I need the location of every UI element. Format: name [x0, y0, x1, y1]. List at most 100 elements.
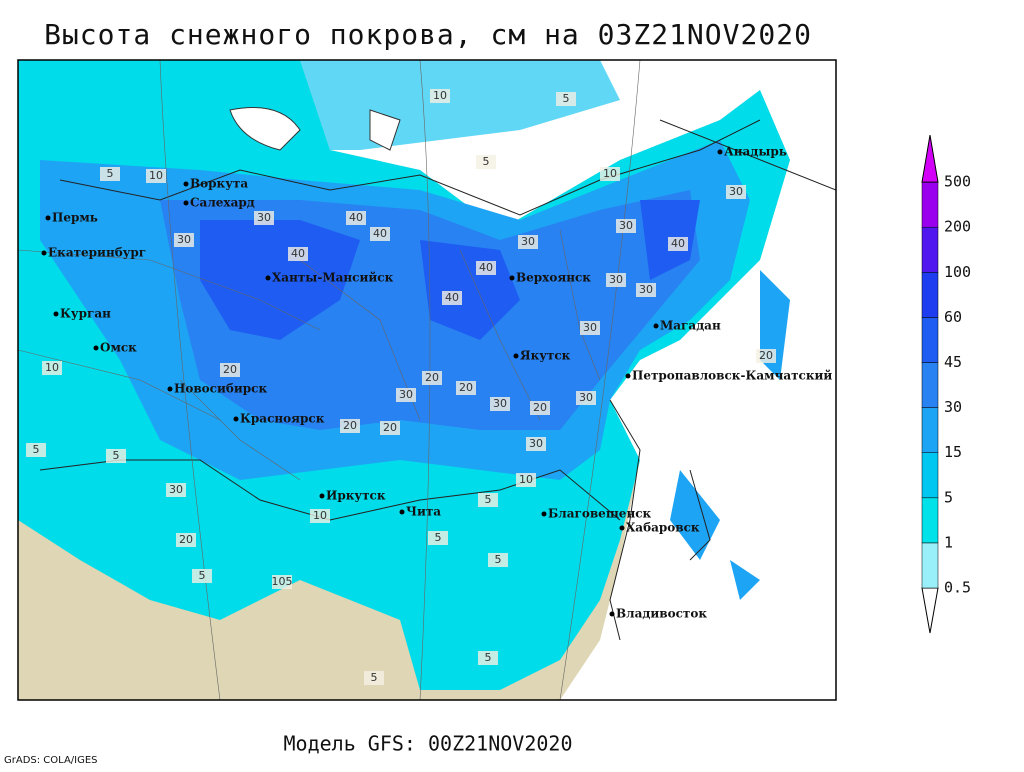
contour-label: 30: [493, 397, 507, 410]
contour-label-box: [478, 493, 498, 507]
colorbar-box: [921, 226, 939, 273]
city-label: Воркута: [190, 177, 248, 191]
contour-label-box: [430, 89, 450, 103]
colorbar-label: 15: [944, 443, 962, 461]
contour-label: 30: [609, 273, 623, 286]
contour-label: 105: [272, 575, 293, 588]
contour-label-box: [288, 247, 308, 261]
contour-label-box: [478, 651, 498, 665]
contour-label: 30: [399, 388, 413, 401]
contour-label: 20: [533, 401, 547, 414]
contour-label: 40: [445, 291, 459, 304]
contour-label-box: [370, 227, 390, 241]
city-label: Екатеринбург: [48, 246, 146, 260]
contour-label: 5: [371, 671, 378, 684]
contour-label: 5: [485, 651, 492, 664]
city-label: Якутск: [520, 349, 571, 363]
city-dot: [183, 200, 189, 206]
contour-label-box: [396, 388, 416, 402]
contour-label-box: [442, 291, 462, 305]
city-label: Владивосток: [616, 607, 707, 621]
contour-label-box: [616, 219, 636, 233]
contour-label-box: [192, 569, 212, 583]
contour-label-box: [476, 155, 496, 169]
colorbar-box: [921, 362, 939, 408]
contour-label-box: [346, 211, 366, 225]
contour-label-box: [26, 443, 46, 457]
city-dot: [93, 345, 99, 351]
contour-label-box: [106, 449, 126, 463]
contour-label: 10: [433, 89, 447, 102]
contour-label-box: [636, 283, 656, 297]
contour-label-box: [364, 671, 384, 685]
contour-label: 40: [479, 261, 493, 274]
contour-label: 30: [639, 283, 653, 296]
city-label: Чита: [406, 505, 441, 519]
contour-label-box: [166, 483, 186, 497]
contour-label: 5: [485, 493, 492, 506]
contour-label: 10: [45, 361, 59, 374]
contour-label: 20: [179, 533, 193, 546]
contour-label-box: [518, 235, 538, 249]
contour-label-box: [380, 421, 400, 435]
contour-label: 5: [483, 155, 490, 168]
contour-label-box: [476, 261, 496, 275]
city-label: Анадырь: [724, 145, 787, 159]
colorbar-label: 5: [944, 488, 953, 506]
contour-label-box: [254, 211, 274, 225]
colorbar-box: [921, 181, 939, 228]
contour-label: 30: [583, 321, 597, 334]
contour-label: 40: [671, 237, 685, 250]
contour-label: 10: [519, 473, 533, 486]
contour-label: 30: [579, 391, 593, 404]
contour-label: 10: [149, 169, 163, 182]
contour-label: 20: [759, 349, 773, 362]
city-dot: [513, 353, 519, 359]
city-dot: [53, 311, 59, 317]
contour-label: 30: [169, 483, 183, 496]
contour-label: 20: [459, 381, 473, 394]
contour-label: 5: [435, 531, 442, 544]
city-dot: [541, 511, 547, 517]
city-label: Салехард: [190, 196, 255, 210]
contour-label: 20: [383, 421, 397, 434]
credit: GrADS: COLA/IGES: [4, 755, 98, 766]
city-dot: [167, 386, 173, 392]
contour-label-box: [490, 397, 510, 411]
contour-label: 10: [313, 509, 327, 522]
city-label: Магадан: [660, 319, 721, 333]
colorbar-box: [921, 452, 939, 499]
contour-label-box: [580, 321, 600, 335]
colorbar-label: 200: [944, 218, 971, 236]
contour-label-box: [42, 361, 62, 375]
city-label: Пермь: [52, 211, 98, 225]
contour-label-box: [422, 371, 442, 385]
city-label: Ханты-Мансийск: [272, 271, 394, 285]
contour-label-box: [272, 575, 292, 589]
city-dot: [45, 215, 51, 221]
contour-label-box: [176, 533, 196, 547]
contour-label-box: [428, 531, 448, 545]
city-dot: [399, 509, 405, 515]
city-dot: [625, 373, 631, 379]
contour-label-box: [576, 391, 596, 405]
city-label: Иркутск: [326, 489, 386, 503]
contour-label: 5: [107, 167, 114, 180]
contour-label: 20: [223, 363, 237, 376]
city-label: Верхоянск: [516, 271, 591, 285]
colorbar-label: 60: [944, 308, 962, 326]
city-dot: [717, 149, 723, 155]
contour-label-box: [174, 233, 194, 247]
contour-label: 5: [495, 553, 502, 566]
contour-label: 30: [619, 219, 633, 232]
colorbar-label: 45: [944, 353, 962, 371]
contour-label: 40: [291, 247, 305, 260]
city-label: Омск: [100, 341, 137, 355]
colorbar-box: [921, 272, 939, 318]
city-dot: [609, 611, 615, 617]
contour-label: 40: [349, 211, 363, 224]
colorbar-box: [921, 317, 939, 363]
contour-label: 30: [177, 233, 191, 246]
